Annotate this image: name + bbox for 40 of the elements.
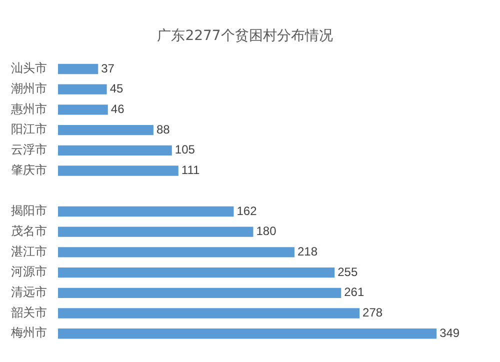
data-label: 46 bbox=[110, 102, 125, 116]
y-tick-label: 清远市 bbox=[11, 285, 47, 300]
bar bbox=[58, 206, 234, 217]
data-label: 218 bbox=[297, 244, 318, 259]
chart-title: 广东2277个贫困村分布情况 bbox=[157, 28, 333, 44]
bar bbox=[58, 64, 98, 74]
bar bbox=[58, 226, 254, 237]
data-label: 349 bbox=[440, 326, 460, 340]
data-label: 37 bbox=[101, 61, 115, 76]
bar bbox=[58, 124, 154, 136]
y-tick-label: 河源市 bbox=[11, 264, 47, 279]
y-tick-label: 云浮市 bbox=[11, 142, 47, 157]
bar bbox=[58, 267, 335, 278]
data-label: 162 bbox=[236, 204, 258, 218]
bar bbox=[58, 328, 437, 339]
bar bbox=[58, 247, 294, 258]
bar bbox=[58, 84, 107, 94]
bar bbox=[58, 308, 360, 318]
y-tick-label: 阳江市 bbox=[11, 122, 47, 136]
y-tick-label: 惠州市 bbox=[10, 102, 47, 116]
y-tick-label: 茂名市 bbox=[11, 224, 47, 238]
bar bbox=[58, 104, 108, 115]
bar bbox=[58, 145, 172, 156]
y-tick-label: 潮州市 bbox=[11, 81, 47, 96]
y-tick-label: 湛江市 bbox=[11, 244, 47, 258]
data-label: 105 bbox=[174, 142, 196, 157]
bar bbox=[58, 288, 342, 298]
y-tick-label: 梅州市 bbox=[10, 326, 47, 340]
data-label: 261 bbox=[344, 285, 364, 300]
y-tick-label: 汕头市 bbox=[11, 61, 47, 76]
data-label: 278 bbox=[362, 306, 383, 320]
y-tick-label: 揭阳市 bbox=[11, 204, 47, 218]
bar bbox=[58, 166, 178, 176]
data-label: 45 bbox=[110, 82, 124, 96]
y-tick-label: 韶关市 bbox=[11, 305, 47, 320]
data-label: 88 bbox=[156, 122, 170, 136]
y-tick-label: 肇庆市 bbox=[11, 162, 47, 177]
data-label: 111 bbox=[181, 163, 200, 178]
data-label: 255 bbox=[338, 264, 358, 279]
data-label: 180 bbox=[256, 224, 277, 238]
